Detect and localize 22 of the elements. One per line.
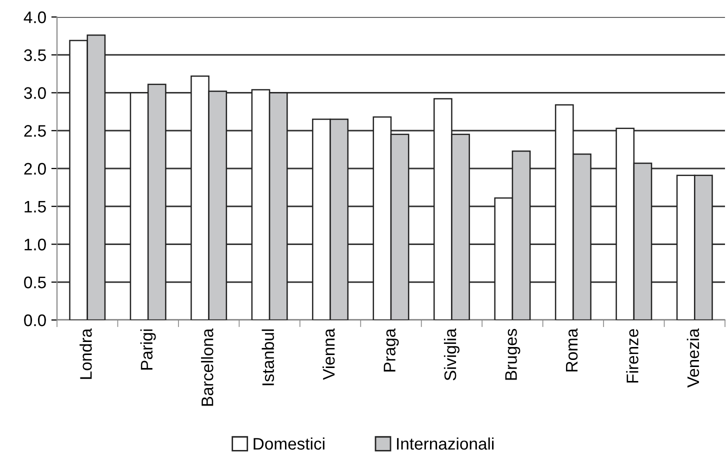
legend-label: Domestici [254,437,324,450]
y-tick-label: 0.5 [24,276,46,288]
y-tick-label: 3.5 [24,49,46,62]
x-tick-label: Parigi [140,329,156,370]
x-tick-label: Venezia [686,328,700,388]
y-tick-label: 1.5 [24,200,46,213]
y-tick-label: 2.5 [24,125,46,137]
y-tick-label: 4.0 [24,11,46,24]
x-tick-label: Barcellona [201,328,214,406]
y-tick-label: 3.0 [24,87,46,99]
x-tick-label: Siviglia [444,328,460,380]
x-tick-label: Praga [384,328,399,372]
legend-label: Internazionali [397,437,494,450]
x-tick-label: Istanbul [262,329,274,386]
x-tick-label: Vienna [322,328,335,380]
y-tick-label: 1.0 [24,238,46,250]
x-tick-label: Firenze [626,329,638,383]
x-tick-label: Londra [80,328,92,379]
y-tick-label: 2.0 [24,162,46,175]
x-tick-label: Roma [566,328,578,372]
x-tick-label: Bruges [505,328,520,380]
y-tick-label: 0.0 [24,314,46,326]
